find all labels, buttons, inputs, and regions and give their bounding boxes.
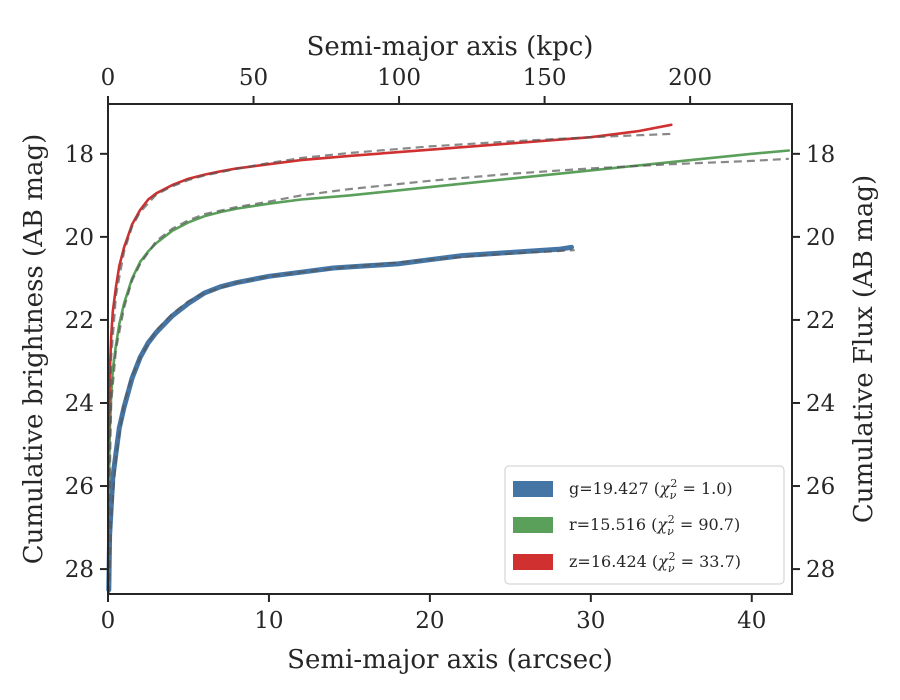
legend-label-g: g=19.427 (χν2 = 1.0) (569, 477, 733, 502)
series-line-z (107, 123, 673, 442)
fit-line-z (107, 132, 672, 478)
fit-line-g (107, 249, 575, 595)
x-top-tick-label: 100 (377, 65, 421, 91)
y-right-tick-label: 18 (806, 142, 835, 168)
legend-label-z: z=16.424 (χν2 = 33.7) (569, 550, 741, 575)
y-tick-label: 28 (65, 557, 94, 583)
fit-line-r (107, 157, 789, 528)
x-axis-title: Semi-major axis (arcsec) (287, 645, 613, 675)
y-tick-label: 22 (65, 308, 94, 334)
y-right-tick-label: 22 (806, 308, 835, 334)
legend-swatch-r (513, 517, 553, 533)
legend-frame (504, 465, 785, 585)
y-axis-title: Cumulative brightness (AB mag) (19, 134, 49, 565)
x-top-tick-label: 150 (523, 65, 567, 91)
ticks-layer: 0 10 20 30 40 0 50 100 150 200 18 18 20 20 22 22 24 24 26 2… (65, 65, 836, 634)
x-top-tick-label: 0 (101, 65, 116, 91)
legend-label-r: r=15.516 (χν2 = 90.7) (569, 513, 740, 538)
y-right-tick-label: 20 (806, 225, 835, 251)
legend: g=19.427 (χν2 = 1.0) r=15.516 (χν2 = 90.… (504, 465, 785, 585)
y-tick-label: 18 (65, 142, 94, 168)
x-tick-label: 30 (576, 608, 605, 634)
y-right-tick-label: 26 (806, 474, 835, 500)
x-tick-label: 10 (254, 608, 283, 634)
y-tick-label: 20 (65, 225, 94, 251)
y-right-tick-label: 28 (806, 557, 835, 583)
y-right-tick-label: 24 (806, 391, 835, 417)
plot-frame (107, 103, 793, 595)
y-tick-label: 24 (65, 391, 94, 417)
x-top-tick-label: 200 (668, 65, 712, 91)
curves-layer (106, 123, 791, 595)
x-top-tick-label: 50 (239, 65, 268, 91)
x-tick-label: 0 (101, 608, 116, 634)
x-tick-label: 40 (737, 608, 766, 634)
y-tick-label: 26 (65, 474, 94, 500)
x-tick-label: 20 (415, 608, 444, 634)
legend-swatch-g (513, 481, 553, 497)
x-top-axis-title: Semi-major axis (kpc) (307, 32, 594, 62)
legend-swatch-z (513, 554, 553, 570)
y-right-axis-title: Cumulative Flux (AB mag) (849, 175, 879, 523)
